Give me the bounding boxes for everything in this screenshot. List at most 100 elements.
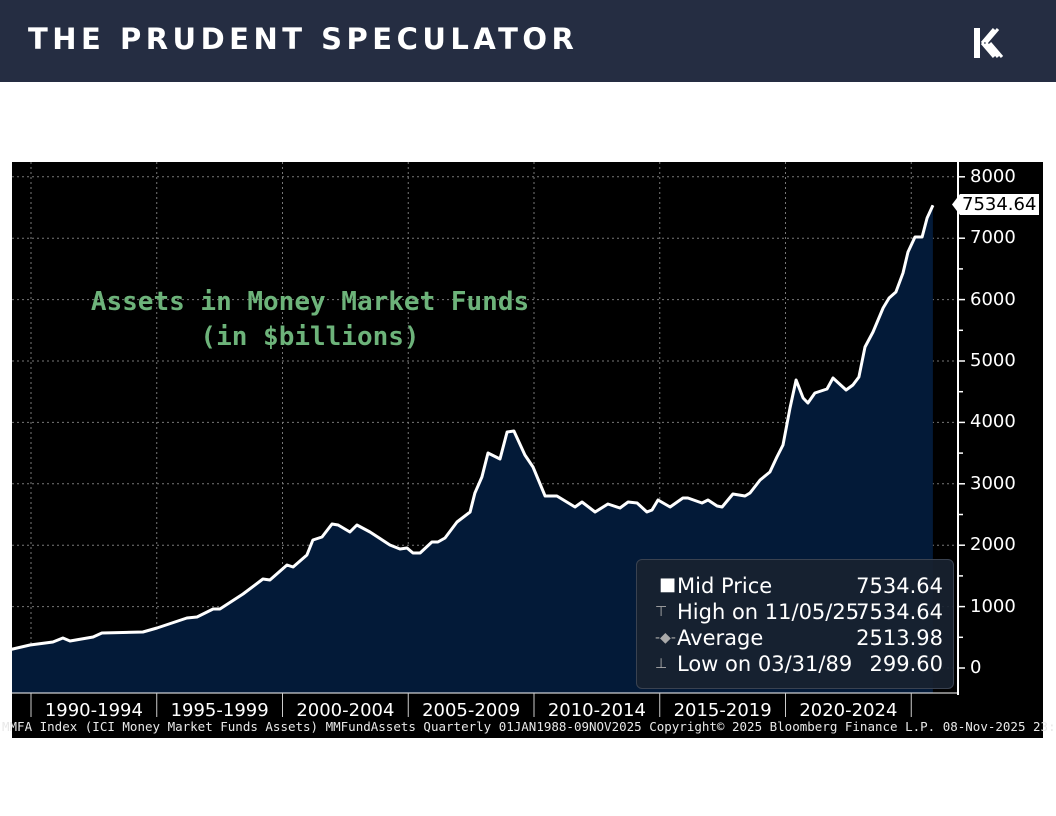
chart-footer: MMFA Index (ICI Money Market Funds Asset… — [2, 719, 1056, 734]
data-point — [331, 523, 333, 525]
data-point — [845, 389, 847, 391]
legend-value: 7534.64 — [856, 574, 943, 598]
data-point — [52, 641, 54, 643]
data-point — [469, 511, 471, 513]
data-point — [744, 495, 746, 497]
data-point — [669, 506, 671, 508]
data-point — [759, 479, 761, 481]
legend-item-high: ⊤ High on 11/05/25 7534.64 — [655, 600, 943, 626]
chart-title: Assets in Money Market Funds — [90, 287, 530, 317]
data-point — [902, 272, 904, 274]
data-point — [914, 236, 916, 238]
data-point — [858, 376, 860, 378]
data-point — [506, 431, 508, 433]
data-point — [789, 407, 791, 409]
legend-label: Average — [677, 626, 764, 650]
data-point — [926, 217, 928, 219]
data-point — [262, 578, 264, 580]
x-tick-label: 1995-1999 — [170, 700, 269, 721]
data-point — [749, 492, 751, 494]
tps-k-logo-icon — [974, 28, 1004, 58]
legend-item-average: -◆- Average 2513.98 — [655, 626, 943, 652]
legend-value: 7534.64 — [856, 600, 943, 624]
data-point — [574, 506, 576, 508]
y-tick-label: 3000 — [970, 472, 1016, 494]
data-point — [513, 430, 515, 432]
data-point — [776, 456, 778, 458]
data-point — [826, 388, 828, 390]
data-point — [524, 454, 526, 456]
x-tick-label: 2005-2009 — [422, 700, 521, 721]
legend-value: 299.60 — [869, 652, 943, 676]
high-marker-icon: ⊤ — [655, 604, 668, 620]
data-point — [907, 251, 909, 253]
data-point — [389, 544, 391, 546]
data-point — [802, 397, 804, 399]
data-point — [646, 511, 648, 513]
data-point — [707, 499, 709, 501]
data-point — [337, 524, 339, 526]
data-point — [872, 331, 874, 333]
data-point — [142, 631, 144, 633]
data-point — [349, 531, 351, 533]
data-point — [657, 499, 659, 501]
data-point — [101, 632, 103, 634]
data-point — [406, 547, 408, 549]
data-point — [212, 608, 214, 610]
average-marker-icon: -◆- — [655, 630, 676, 646]
data-point — [412, 552, 414, 554]
data-point — [882, 307, 884, 309]
data-point — [651, 509, 653, 511]
data-point — [782, 444, 784, 446]
data-point — [456, 521, 458, 523]
data-point — [895, 291, 897, 293]
data-point — [682, 497, 684, 499]
data-point — [399, 548, 401, 550]
x-tick-label: 2010-2014 — [547, 700, 646, 721]
data-point — [286, 564, 288, 566]
data-point — [607, 503, 609, 505]
last-value-label: 7534.64 — [952, 194, 1040, 215]
data-point — [62, 637, 64, 639]
data-point — [807, 402, 809, 404]
data-point — [487, 452, 489, 454]
legend-label: Low on 03/31/89 — [677, 652, 853, 676]
x-tick-label: 2000-2004 — [296, 700, 395, 721]
x-tick-label: 2020-2024 — [799, 700, 898, 721]
data-point — [832, 377, 834, 379]
data-point — [186, 617, 188, 619]
white-square-icon: ■ — [659, 574, 677, 595]
x-tick-label: 2015-2019 — [673, 700, 772, 721]
y-tick-label: 2000 — [970, 534, 1016, 556]
data-point — [544, 495, 546, 497]
data-point — [814, 392, 816, 394]
header-bar: THE PRUDENT SPECULATOR — [0, 0, 1056, 82]
data-point — [716, 505, 718, 507]
data-point — [687, 497, 689, 499]
data-point — [269, 579, 271, 581]
data-point — [29, 644, 31, 646]
y-tick-label: 1000 — [970, 595, 1016, 617]
legend-item-mid-price: ■ Mid Price 7534.64 — [659, 574, 943, 600]
data-point — [636, 502, 638, 504]
y-tick-label: 4000 — [970, 411, 1016, 433]
data-point — [196, 616, 198, 618]
x-tick-label: 1990-1994 — [44, 700, 143, 721]
data-point — [156, 627, 158, 629]
data-point — [69, 640, 71, 642]
data-point — [769, 471, 771, 473]
data-point — [594, 511, 596, 513]
data-point — [932, 204, 934, 206]
y-tick-label: 5000 — [970, 350, 1016, 371]
data-point — [312, 539, 314, 541]
data-point — [732, 493, 734, 495]
brand-title: THE PRUDENT SPECULATOR — [28, 22, 579, 56]
data-point — [532, 466, 534, 468]
data-point — [92, 636, 94, 638]
data-point — [795, 379, 797, 381]
y-tick-label: 8000 — [970, 165, 1016, 187]
data-point — [888, 297, 890, 299]
data-point — [556, 495, 558, 497]
legend-value: 2513.98 — [856, 626, 943, 650]
y-tick-label: 0 — [970, 657, 982, 678]
